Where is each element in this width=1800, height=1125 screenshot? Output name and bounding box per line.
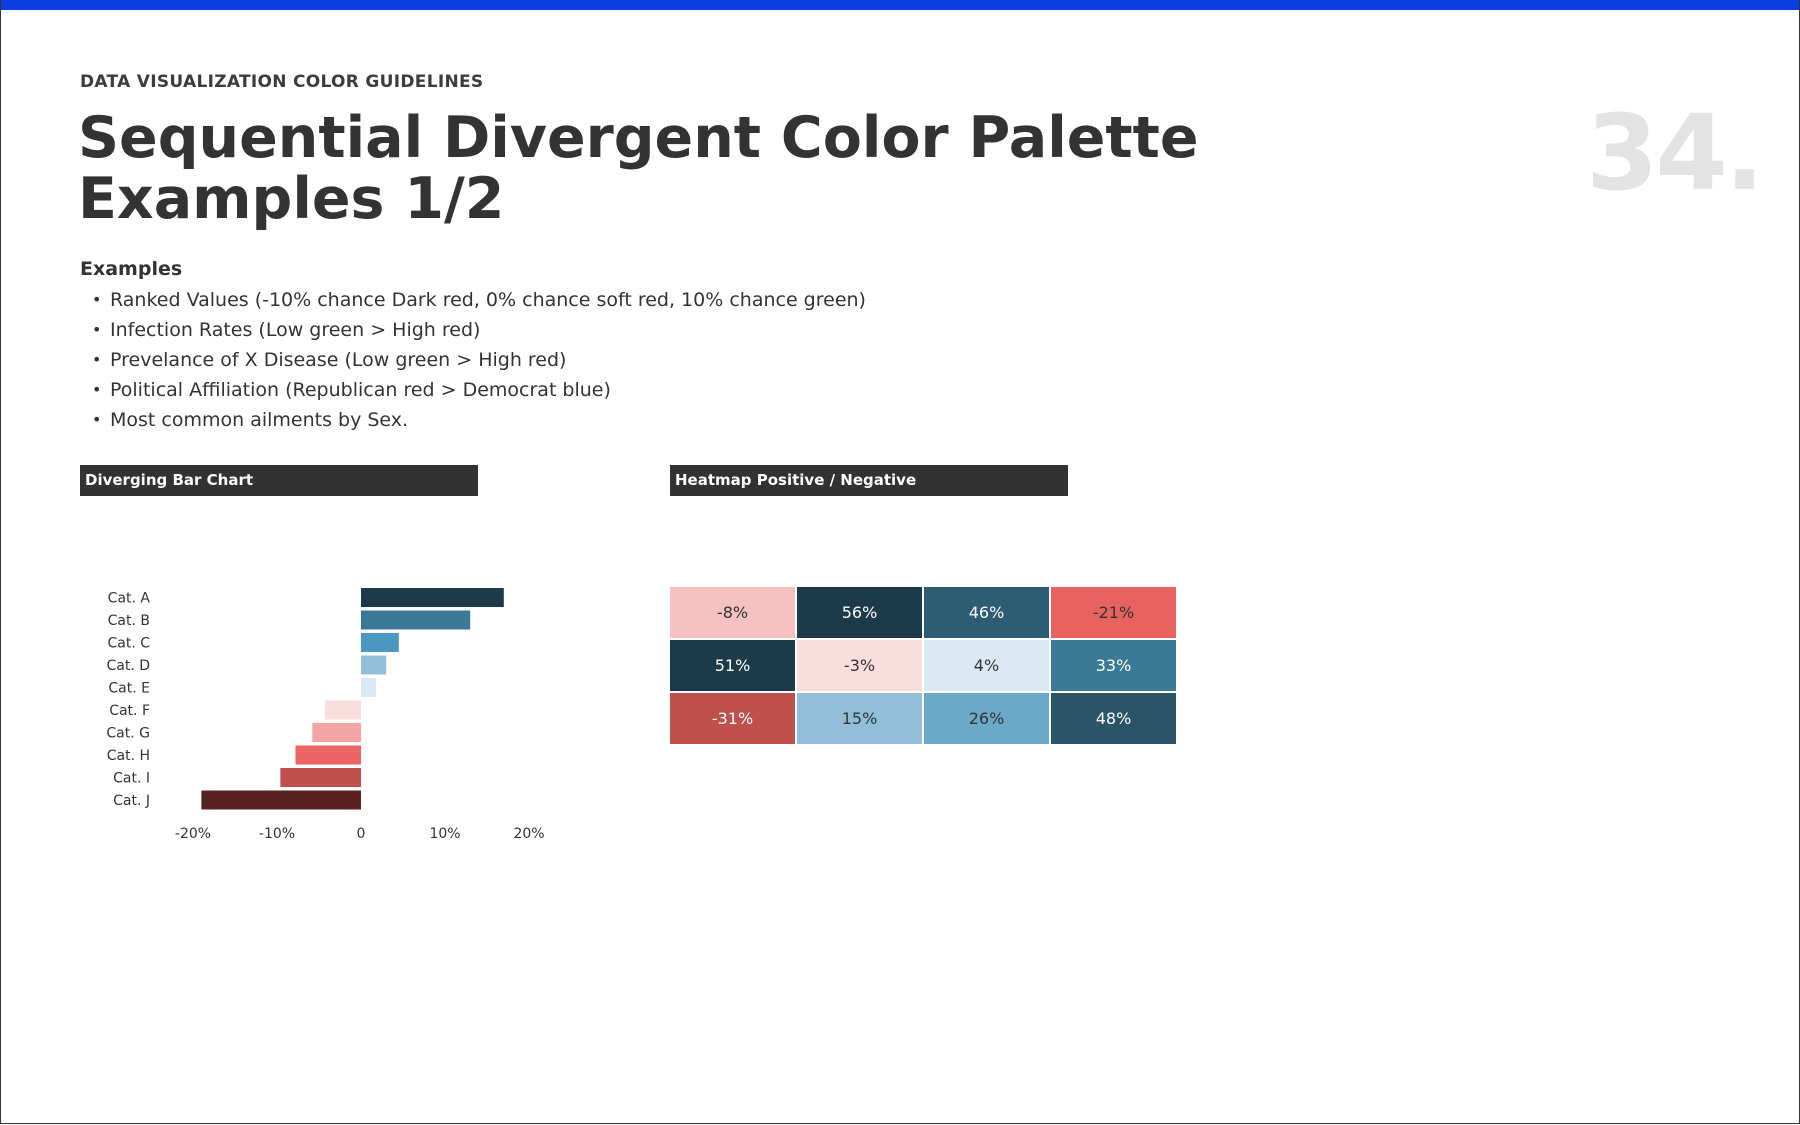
heatmap-cell: 26% <box>924 693 1049 744</box>
x-tick-label: 10% <box>429 826 460 842</box>
heatmap-cell: 4% <box>924 640 1049 691</box>
top-accent-bar <box>0 0 1800 10</box>
list-item: • Political Affiliation (Republican red >… <box>80 375 866 405</box>
category-label: Cat. A <box>108 591 151 607</box>
heatmap-cell: 56% <box>797 587 922 638</box>
x-tick-label: -10% <box>259 826 295 842</box>
x-tick-label: -20% <box>175 826 211 842</box>
heatmap-cell: 33% <box>1051 640 1176 691</box>
heatmap-grid: -8% 56% 46% -21% 51% -3% 4% 33% -31% 15% 26% 48% <box>670 587 1176 744</box>
heatmap-cell: -21% <box>1051 587 1176 638</box>
list-item-text: Prevelance of X Disease (Low green > Hig… <box>110 349 567 371</box>
bar <box>361 655 387 675</box>
bullet-icon: • <box>92 350 102 369</box>
list-item-text: Infection Rates (Low green > High red) <box>110 319 481 341</box>
bar <box>361 588 504 607</box>
examples-list: • Ranked Values (-10% chance Dark red, 0%… <box>80 285 866 435</box>
heatmap-cell: -3% <box>797 640 922 691</box>
category-label: Cat. G <box>106 726 150 742</box>
page-title: Sequential Divergent Color Palette Examp… <box>78 108 1278 230</box>
heatmap-cell: 15% <box>797 693 922 744</box>
bar <box>312 723 361 742</box>
list-item: • Most common ailments by Sex. <box>80 405 866 435</box>
examples-heading: Examples <box>80 258 183 280</box>
heatmap-cell: 46% <box>924 587 1049 638</box>
list-item: • Ranked Values (-10% chance Dark red, 0%… <box>80 285 866 315</box>
bar <box>361 633 399 652</box>
bar <box>361 610 471 630</box>
category-label: Cat. C <box>107 636 150 652</box>
list-item-text: Political Affiliation (Republican red > … <box>110 379 611 401</box>
heatmap-cell: 48% <box>1051 693 1176 744</box>
list-item: • Prevelance of X Disease (Low green > Hi… <box>80 345 866 375</box>
bar <box>280 768 361 787</box>
section-eyebrow: DATA VISUALIZATION COLOR GUIDELINES <box>80 72 484 92</box>
bullet-icon: • <box>92 320 102 339</box>
heatmap-cell: -8% <box>670 587 795 638</box>
bullet-icon: • <box>92 290 102 309</box>
page-number: 34. <box>1586 92 1764 214</box>
category-label: Cat. J <box>113 793 150 809</box>
list-item-text: Ranked Values (-10% chance Dark red, 0% … <box>110 289 866 311</box>
x-tick-label: 0 <box>357 826 366 842</box>
bar <box>361 678 377 697</box>
category-label: Cat. F <box>109 703 150 719</box>
list-item: • Infection Rates (Low green > High red) <box>80 315 866 345</box>
bar <box>295 745 361 765</box>
list-item-text: Most common ailments by Sex. <box>110 409 409 431</box>
page-title-line-2: Examples 1/2 <box>78 166 505 232</box>
category-label: Cat. H <box>107 748 150 764</box>
bar-chart-header: Diverging Bar Chart <box>80 465 478 496</box>
category-label: Cat. D <box>106 658 150 674</box>
heatmap-cell: -31% <box>670 693 795 744</box>
bullet-icon: • <box>92 380 102 399</box>
category-label: Cat. I <box>113 771 150 787</box>
bar <box>324 700 361 720</box>
bar <box>201 790 361 810</box>
page-title-line-1: Sequential Divergent Color Palette <box>78 105 1199 171</box>
bullet-icon: • <box>92 410 102 429</box>
heatmap-cell: 51% <box>670 640 795 691</box>
x-tick-label: 20% <box>513 826 544 842</box>
category-label: Cat. B <box>108 613 150 629</box>
heatmap-header: Heatmap Positive / Negative <box>670 465 1068 496</box>
category-label: Cat. E <box>108 681 150 697</box>
